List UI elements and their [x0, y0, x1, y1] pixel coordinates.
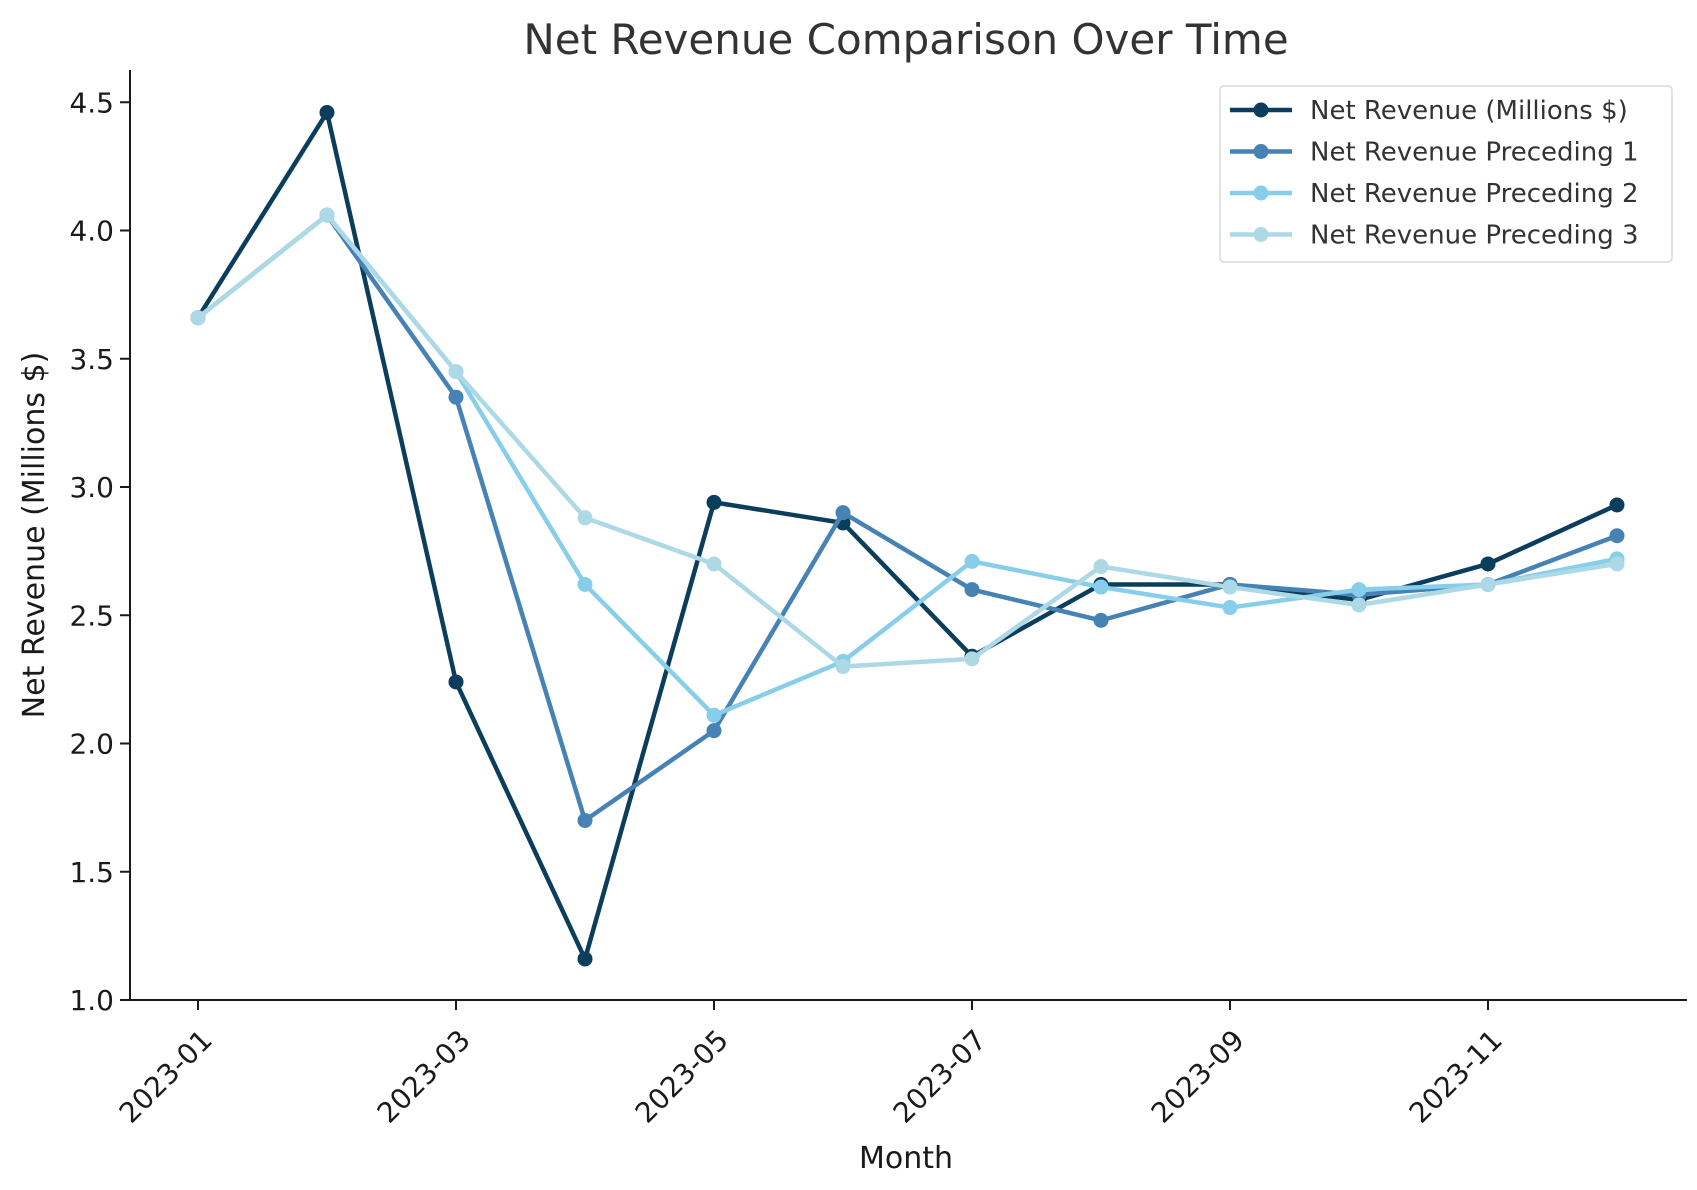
data-point [964, 582, 980, 598]
x-tick-label: 2023-07 [887, 1023, 993, 1129]
legend-label: Net Revenue (Millions $) [1310, 96, 1628, 126]
legend-swatch-marker [1253, 185, 1269, 201]
x-tick-label: 2023-09 [1145, 1023, 1251, 1129]
data-point [577, 812, 593, 828]
data-point [1480, 576, 1496, 592]
data-point [706, 707, 722, 723]
data-point [1609, 497, 1625, 513]
data-point [706, 494, 722, 510]
data-point [1093, 579, 1109, 595]
data-point [1093, 612, 1109, 628]
data-point [577, 951, 593, 967]
legend-label: Net Revenue Preceding 2 [1310, 179, 1639, 209]
data-point [577, 576, 593, 592]
y-tick-label: 2.0 [69, 728, 114, 761]
data-point [319, 207, 335, 223]
data-point [706, 556, 722, 572]
data-point [1351, 582, 1367, 598]
data-point [319, 105, 335, 121]
y-axis-label: Net Revenue (Millions $) [17, 352, 52, 719]
legend-swatch-marker [1253, 227, 1269, 242]
data-point [964, 651, 980, 667]
legend-label: Net Revenue Preceding 3 [1310, 221, 1639, 251]
y-tick-label: 3.5 [69, 343, 114, 376]
data-point [964, 553, 980, 569]
series-layer [190, 105, 1625, 967]
data-point [1609, 556, 1625, 572]
data-point [1222, 579, 1238, 595]
data-point [448, 389, 464, 405]
chart-title: Net Revenue Comparison Over Time [523, 15, 1288, 64]
legend-item: Net Revenue Preceding 2 [1230, 179, 1639, 209]
y-tick-label: 2.5 [69, 599, 114, 632]
series-line [196, 212, 1618, 823]
legend-swatch-marker [1253, 144, 1269, 159]
data-point [835, 659, 851, 675]
y-tick-label: 3.0 [69, 471, 114, 504]
series-preceding-3 [190, 207, 1625, 675]
x-tick-label: 2023-11 [1403, 1023, 1509, 1129]
data-point [577, 510, 593, 526]
x-tick-label: 2023-05 [629, 1023, 735, 1129]
legend-box [1219, 85, 1673, 263]
series-preceding-1 [190, 207, 1625, 828]
legend-item: Net Revenue Preceding 3 [1230, 221, 1639, 251]
series-line [196, 212, 1618, 718]
data-point [448, 364, 464, 380]
x-tick-label: 2023-03 [371, 1023, 477, 1129]
series-line [196, 212, 1618, 669]
legend: Net Revenue (Millions $) Net Revenue Prec… [1219, 85, 1673, 263]
data-point [1351, 597, 1367, 613]
data-point [835, 505, 851, 521]
y-tick-label: 4.5 [69, 86, 114, 119]
data-point [448, 674, 464, 690]
y-tick-label: 1.5 [69, 856, 114, 889]
y-tick-label: 1.0 [69, 984, 114, 1017]
legend-item: Net Revenue (Millions $) [1230, 96, 1628, 126]
data-point [1222, 600, 1238, 616]
legend-item: Net Revenue Preceding 1 [1230, 138, 1639, 168]
legend-swatch-marker [1253, 102, 1269, 118]
data-point [1609, 528, 1625, 544]
data-point [190, 310, 206, 326]
data-point [706, 723, 722, 739]
data-point [1093, 559, 1109, 575]
data-point [1480, 556, 1496, 572]
x-axis-label: Month [859, 1141, 953, 1176]
x-tick-label: 2023-01 [113, 1023, 219, 1129]
y-tick-label: 4.0 [69, 215, 114, 248]
legend-label: Net Revenue Preceding 1 [1310, 138, 1639, 168]
